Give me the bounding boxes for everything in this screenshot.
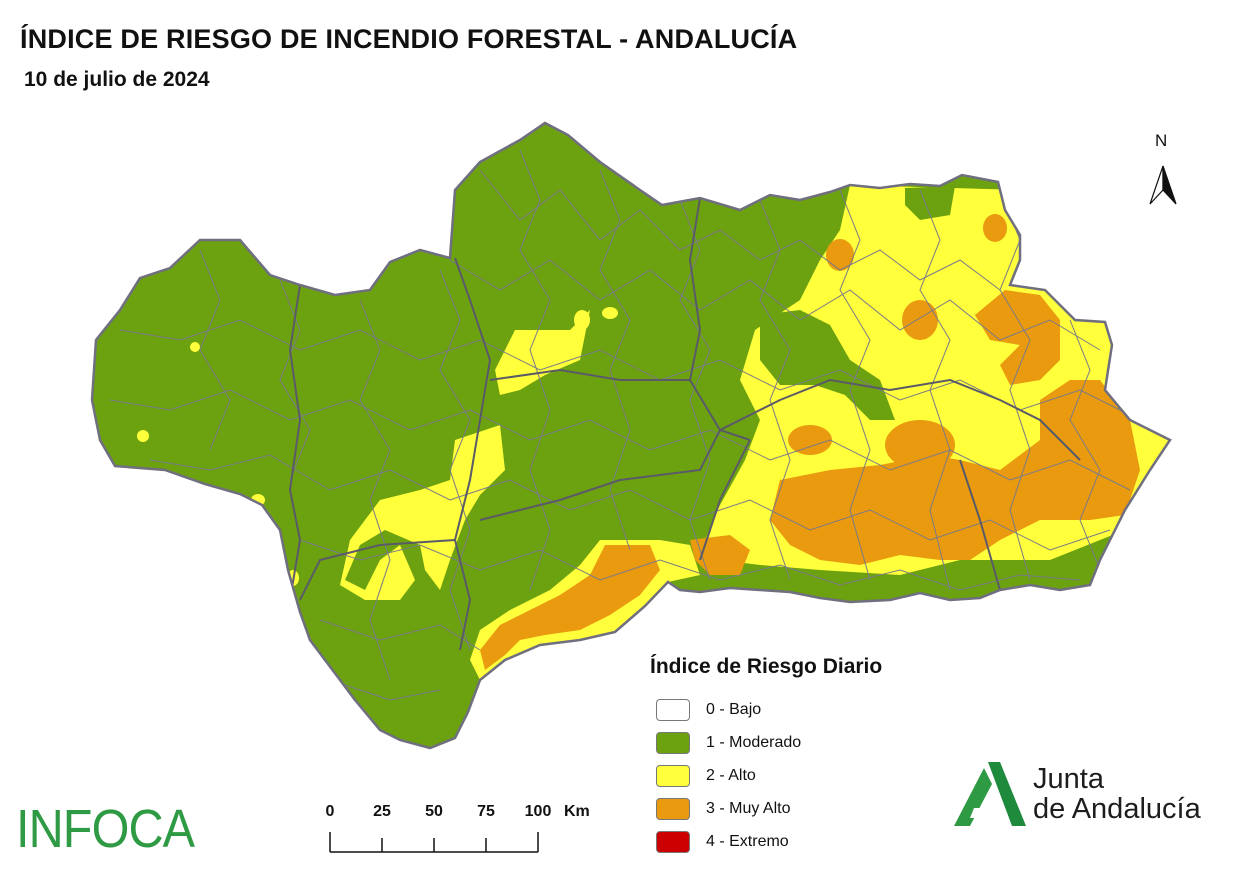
scale-unit-label: Km [564,803,590,820]
infoca-logo: INFOCA [16,799,195,859]
legend-label: 2 - Alto [706,766,756,784]
scale-tick-label: 25 [373,803,391,820]
high-zone-west [340,425,505,600]
very-high-patch [788,425,832,455]
junta-de-andalucia-logo-icon [954,762,1026,826]
high-patch [190,342,200,352]
legend-item-bajo: 0 - Bajo [650,693,882,726]
very-high-zone-coast [480,545,660,670]
map-title: ÍNDICE DE RIESGO DE INCENDIO FORESTAL - … [20,24,798,54]
scale-bar: 0 25 50 75 100 Km [320,800,590,860]
very-high-patch [983,214,1007,242]
junta-logo-line2: de Andalucía [1033,793,1201,825]
very-high-zone-northeast [975,290,1060,385]
very-high-patch [902,300,938,340]
legend-item-moderado: 1 - Moderado [650,726,882,759]
legend: Índice de Riesgo Diario 0 - Bajo 1 - Mod… [650,655,882,858]
high-patch [137,430,149,442]
scale-tick-label: 0 [325,803,335,820]
legend-label: 3 - Muy Alto [706,799,791,817]
scale-bar-graphic [329,832,539,853]
scale-tick-label: 50 [425,803,443,820]
legend-swatch [656,830,690,853]
legend-swatch [656,797,690,820]
moderate-patch-north [905,186,955,220]
very-high-patch [826,239,854,271]
legend-title: Índice de Riesgo Diario [650,655,883,678]
high-patch [574,310,590,330]
legend-item-muy-alto: 3 - Muy Alto [650,792,882,825]
map-date: 10 de julio de 2024 [24,68,210,91]
legend-label: 0 - Bajo [706,700,762,718]
municipal-boundaries [109,149,1141,701]
scale-tick-label: 75 [477,803,495,820]
legend-item-extremo: 4 - Extremo [650,825,882,858]
very-high-patch [885,420,955,470]
legend-item-alto: 2 - Alto [650,759,882,792]
legend-label: 1 - Moderado [706,733,802,751]
scale-tick-label: 100 [524,803,552,820]
legend-swatch [656,698,690,721]
legend-swatch [656,731,690,754]
moderate-patch-east [760,310,895,420]
junta-de-andalucia-logo-text: Junta de Andalucía [1033,764,1201,824]
province-boundaries [288,197,1081,651]
north-label: N [1155,131,1168,150]
junta-logo-line1: Junta [1033,763,1104,795]
legend-label: 4 - Extremo [706,832,789,850]
north-arrow-icon [1149,165,1177,205]
legend-swatch [656,764,690,787]
high-zone-central [495,310,590,395]
high-patch [602,307,618,319]
